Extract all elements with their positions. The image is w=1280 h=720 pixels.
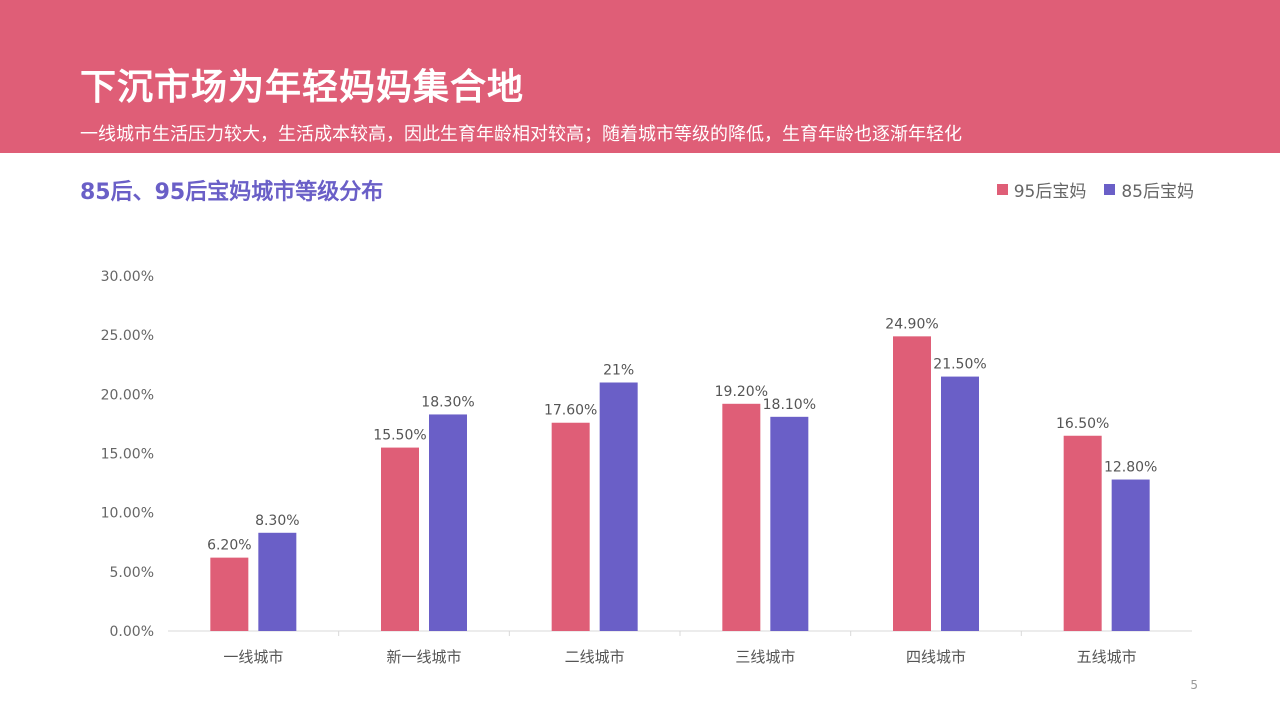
header-banner: [0, 0, 1280, 153]
x-tick-label: 一线城市: [223, 648, 283, 666]
data-label: 18.30%: [421, 394, 474, 410]
y-tick-label: 0.00%: [110, 624, 154, 640]
y-tick-label: 30.00%: [101, 269, 154, 285]
bar: [429, 414, 467, 631]
legend-item-85: 85后宝妈: [1104, 177, 1194, 202]
bar: [893, 336, 931, 631]
legend-swatch-85: [1104, 184, 1116, 195]
y-tick-label: 10.00%: [101, 506, 154, 522]
data-label: 6.20%: [207, 538, 251, 554]
bar: [941, 376, 979, 631]
legend-label-95: 95后宝妈: [1013, 182, 1087, 202]
bar: [722, 403, 761, 631]
y-tick-label: 5.00%: [110, 565, 154, 581]
bar: [770, 416, 809, 631]
bar: [599, 382, 638, 631]
chart-title: 85后、95后宝妈城市等级分布: [80, 180, 384, 205]
y-tick-label: 20.00%: [101, 387, 154, 403]
x-tick-label: 二线城市: [565, 648, 625, 666]
data-label: 19.20%: [715, 384, 768, 400]
data-label: 21%: [603, 363, 634, 379]
bar: [258, 532, 297, 631]
chart-legend: 95后宝妈 85后宝妈: [996, 177, 1194, 202]
y-tick-label: 25.00%: [101, 328, 154, 344]
data-label: 15.50%: [373, 428, 426, 444]
page-title: 下沉市场为年轻妈妈集合地: [80, 67, 525, 108]
data-label: 24.90%: [885, 316, 938, 332]
data-label: 21.50%: [933, 357, 986, 373]
data-label: 12.80%: [1104, 460, 1157, 476]
bar: [1063, 435, 1102, 631]
data-label: 17.60%: [544, 403, 597, 419]
x-tick-label: 三线城市: [735, 648, 795, 666]
x-tick-label: 五线城市: [1077, 648, 1137, 666]
data-label: 16.50%: [1056, 416, 1109, 432]
legend-swatch-95: [996, 184, 1008, 195]
data-label: 8.30%: [255, 513, 299, 529]
bar: [1111, 479, 1150, 631]
bar: [210, 557, 249, 631]
bar: [381, 447, 419, 631]
x-tick-label: 新一线城市: [386, 648, 461, 666]
legend-label-85: 85后宝妈: [1121, 182, 1194, 202]
page-subtitle: 一线城市生活压力较大，生活成本较高，因此生育年龄相对较高；随着城市等级的降低，生…: [80, 124, 962, 145]
y-tick-label: 15.00%: [101, 447, 154, 463]
x-tick-label: 四线城市: [906, 648, 966, 666]
page-number: 5: [1190, 678, 1198, 692]
legend-item-95: 95后宝妈: [996, 177, 1087, 202]
bar: [551, 422, 590, 631]
data-label: 18.10%: [763, 397, 816, 413]
